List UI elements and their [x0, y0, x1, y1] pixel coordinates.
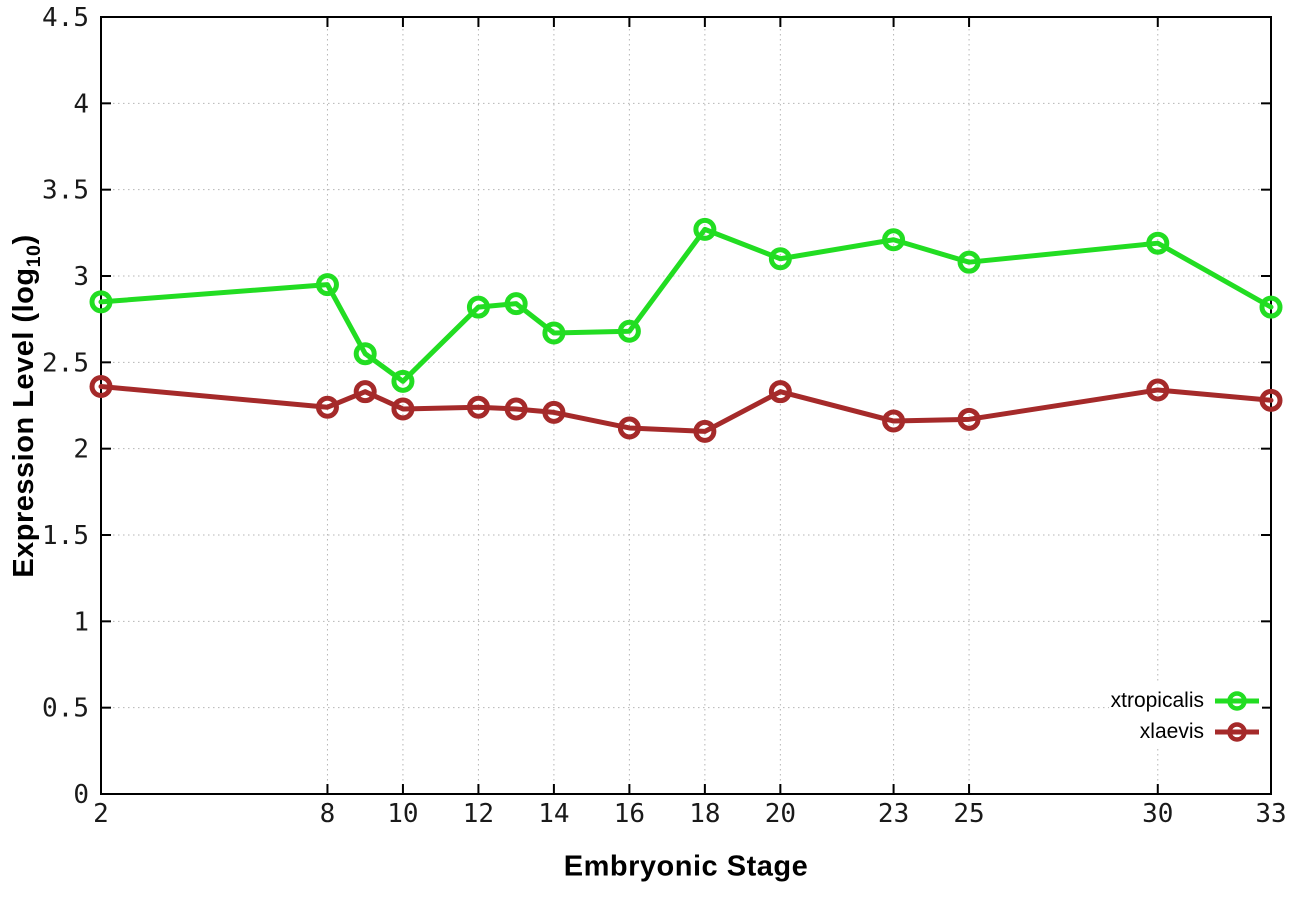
- legend-label: xtropicalis: [1110, 689, 1204, 712]
- data-point-xlaevis: [466, 395, 490, 419]
- data-point-xlaevis: [353, 380, 377, 404]
- legend: xtropicalis xlaevis: [1108, 684, 1262, 748]
- data-point-xtropicalis: [542, 321, 566, 345]
- x-tick-label: 18: [689, 799, 720, 829]
- data-point-xlaevis: [882, 409, 906, 433]
- data-point-xtropicalis: [882, 228, 906, 252]
- legend-label: xlaevis: [1139, 720, 1204, 743]
- legend-marker-xlaevis: [1215, 721, 1259, 742]
- series-line-xtropicalis: [98, 226, 1274, 384]
- data-point-xtropicalis: [617, 319, 641, 343]
- x-tick-label: 25: [953, 799, 984, 829]
- data-point-xtropicalis: [1146, 231, 1170, 255]
- x-tick-label: 23: [878, 799, 909, 829]
- legend-entry-xlaevis: xlaevis: [1111, 716, 1260, 747]
- series-line-xlaevis: [98, 384, 1274, 434]
- x-tick-label: 16: [614, 799, 645, 829]
- data-point-xtropicalis: [1259, 295, 1283, 319]
- data-point-xlaevis: [768, 380, 792, 404]
- x-tick-label: 2: [93, 799, 109, 829]
- data-point-xtropicalis: [504, 292, 528, 316]
- data-point-xlaevis: [542, 400, 566, 424]
- legend-entry-xtropicalis: xtropicalis: [1111, 685, 1260, 716]
- y-axis-title-suffix: ): [8, 234, 41, 245]
- data-point-xtropicalis: [315, 273, 339, 297]
- data-point-xlaevis: [693, 419, 717, 443]
- y-tick-label: 1: [73, 607, 89, 637]
- x-tick-label: 8: [320, 799, 336, 829]
- data-point-xlaevis: [89, 375, 113, 399]
- x-tick-label: 12: [463, 799, 494, 829]
- data-point-xtropicalis: [89, 290, 113, 314]
- y-tick-label: 2: [73, 435, 89, 465]
- data-point-xtropicalis: [693, 217, 717, 241]
- y-axis-title-text: Expression Level (log: [8, 267, 41, 578]
- x-tick-label: 30: [1142, 799, 1173, 829]
- y-tick-label: 0: [73, 780, 89, 810]
- y-tick-label: 2.5: [42, 348, 89, 378]
- data-point-xlaevis: [1146, 378, 1170, 402]
- x-tick-label: 10: [387, 799, 418, 829]
- y-tick-label: 0.5: [42, 694, 89, 724]
- data-point-xlaevis: [1259, 388, 1283, 412]
- plot-border: [100, 16, 1272, 795]
- x-tick-label: 20: [765, 799, 796, 829]
- legend-marker-xtropicalis: [1215, 690, 1259, 711]
- x-tick-label: 33: [1255, 799, 1286, 829]
- y-axis-title-subscript: 10: [22, 244, 45, 268]
- data-point-xlaevis: [391, 397, 415, 421]
- y-tick-label: 3.5: [42, 176, 89, 206]
- data-point-xtropicalis: [466, 295, 490, 319]
- data-point-xtropicalis: [391, 369, 415, 393]
- x-axis-title: Embryonic Stage: [563, 850, 809, 883]
- y-tick-label: 4.5: [42, 3, 89, 33]
- data-point-xlaevis: [315, 395, 339, 419]
- data-point-xtropicalis: [353, 342, 377, 366]
- data-point-xlaevis: [504, 397, 528, 421]
- data-point-xtropicalis: [768, 247, 792, 271]
- x-tick-label: 14: [538, 799, 569, 829]
- data-point-xlaevis: [617, 416, 641, 440]
- y-tick-label: 4: [73, 89, 89, 119]
- y-tick-label: 1.5: [42, 521, 89, 551]
- y-axis-title: Expression Level (log10): [8, 234, 46, 577]
- y-tick-label: 3: [73, 262, 89, 292]
- data-point-xlaevis: [957, 407, 981, 431]
- data-point-xtropicalis: [957, 250, 981, 274]
